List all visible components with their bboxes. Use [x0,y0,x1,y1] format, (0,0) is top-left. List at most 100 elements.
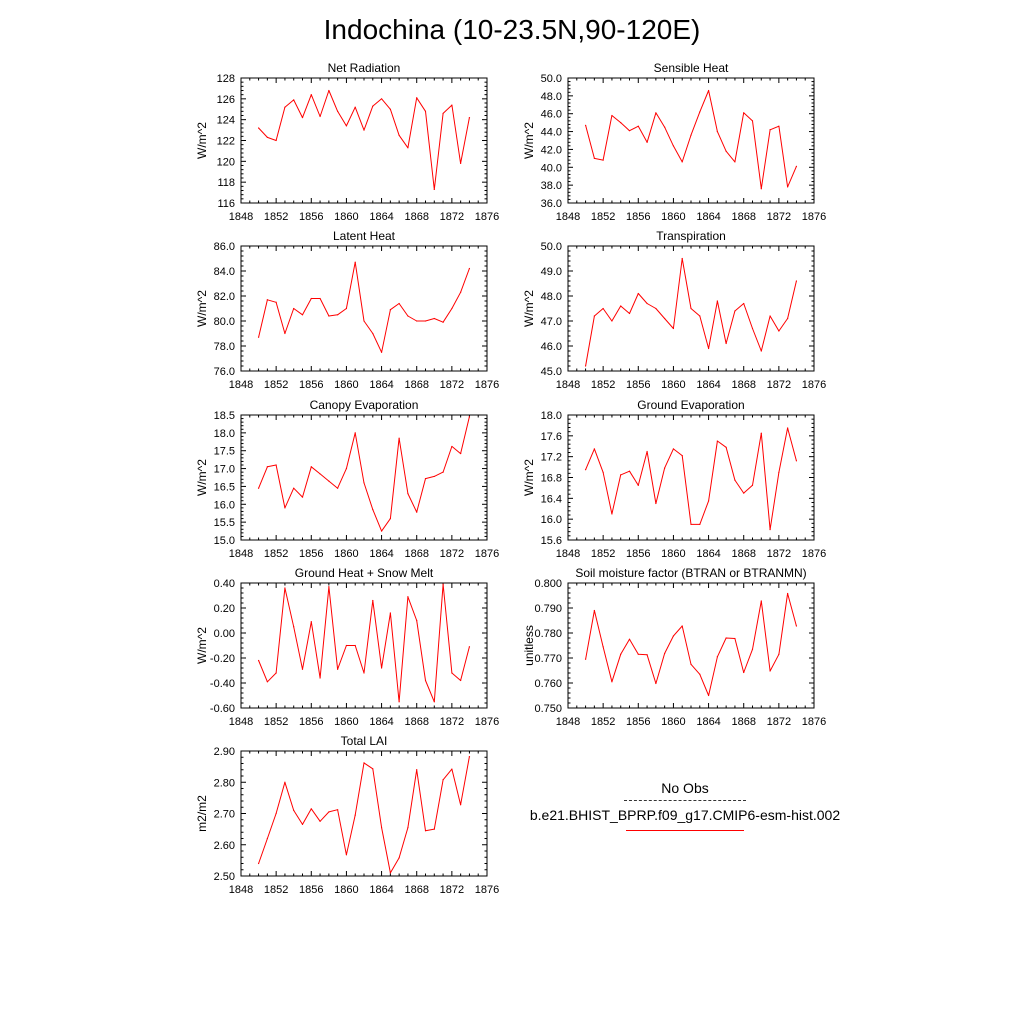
y-tick-label: 40.0 [541,162,562,174]
legend: No Obs b.e21.BHIST_BPRP.f09_g17.CMIP6-es… [520,780,850,831]
x-tick-label: 1872 [440,379,464,391]
data-point [275,672,277,674]
y-tick-label: 0.800 [534,578,562,590]
data-point [460,679,462,682]
panel-title: Total LAI [341,734,388,748]
data-point [646,654,648,656]
data-point [725,637,727,639]
y-tick-label: 17.6 [541,431,562,443]
data-point [602,159,604,161]
x-tick-label: 1868 [404,379,428,391]
legend-model-line [626,830,744,831]
data-point [620,122,622,124]
data-point [257,862,260,865]
data-point [319,115,321,118]
data-point [442,471,444,473]
y-tick-label: 16.4 [541,493,562,505]
data-point [257,127,260,129]
data-point [319,677,321,679]
x-tick-label: 1868 [731,211,755,223]
y-tick-label: 16.8 [541,473,562,485]
x-tick-label: 1872 [440,716,464,728]
y-tick-label: 0.770 [534,653,562,665]
data-point [301,668,304,670]
data-point [707,347,710,350]
data-point [257,336,260,338]
data-point [655,682,657,685]
data-point [468,116,471,119]
data-point [407,492,409,495]
page-title: Indochina (10-23.5N,90-120E) [323,14,701,45]
data-point [707,89,710,92]
data-point [398,134,400,136]
y-tick-label: 16.0 [214,499,235,511]
y-tick-label: 17.2 [541,452,562,464]
data-point [319,297,321,300]
data-point [468,416,471,418]
data-point [301,496,304,498]
data-point [602,471,604,473]
data-point [690,523,692,525]
data-point [416,511,418,513]
data-point [743,671,745,674]
data-point [637,653,639,655]
x-tick-label: 1872 [767,716,791,728]
y-tick-label: 50.0 [541,241,562,253]
x-tick-label: 1876 [802,379,826,391]
y-axis-label: unitless [522,625,536,666]
data-point [398,302,400,305]
data-point [345,854,348,856]
x-tick-label: 1876 [802,548,826,560]
data-point [620,653,622,655]
x-tick-label: 1876 [802,211,826,223]
data-point [769,315,771,317]
y-axis-label: W/m^2 [195,459,209,496]
data-point [602,646,604,648]
x-tick-label: 1864 [696,379,720,391]
plot-frame [240,750,488,877]
data-point [380,530,383,532]
x-tick-label: 1860 [334,211,358,223]
series-line [585,258,797,367]
data-point [602,307,604,310]
x-tick-label: 1856 [299,884,323,896]
plot-frame [567,582,815,709]
x-tick-label: 1860 [334,884,358,896]
data-point [734,310,736,312]
y-tick-label: 46.0 [541,109,562,121]
data-point [407,596,409,598]
data-point [699,523,701,525]
data-point [275,139,277,142]
panel-title: Sensible Heat [654,61,729,75]
panel-3: Transpiration W/m^2 1848 1852 1856 1860 1864 18… [522,229,826,391]
data-point [319,820,321,822]
data-point [345,644,348,647]
data-point [787,186,789,188]
y-tick-label: 84.0 [214,266,235,278]
y-tick-label: 2.50 [214,871,235,883]
data-point [716,656,718,658]
data-point [655,307,657,310]
x-tick-label: 1872 [767,211,791,223]
x-tick-label: 1864 [369,716,393,728]
x-tick-label: 1872 [767,379,791,391]
data-point [451,445,453,448]
data-point [769,528,771,531]
data-point [451,307,453,310]
data-point [328,89,330,92]
data-point [468,756,471,758]
data-point [672,327,675,330]
data-point [372,599,374,602]
plot-frame [240,582,488,709]
data-point [275,812,277,815]
x-tick-label: 1868 [404,884,428,896]
y-axis-label: W/m^2 [195,122,209,159]
legend-model-label: b.e21.BHIST_BPRP.f09_g17.CMIP6-esm-hist.… [529,807,841,823]
plot-frame [240,414,488,541]
y-tick-label: 122 [217,136,235,148]
data-point [319,473,321,475]
data-point [760,600,762,602]
x-tick-label: 1848 [229,884,253,896]
data-point [354,432,356,434]
data-point [310,808,312,810]
